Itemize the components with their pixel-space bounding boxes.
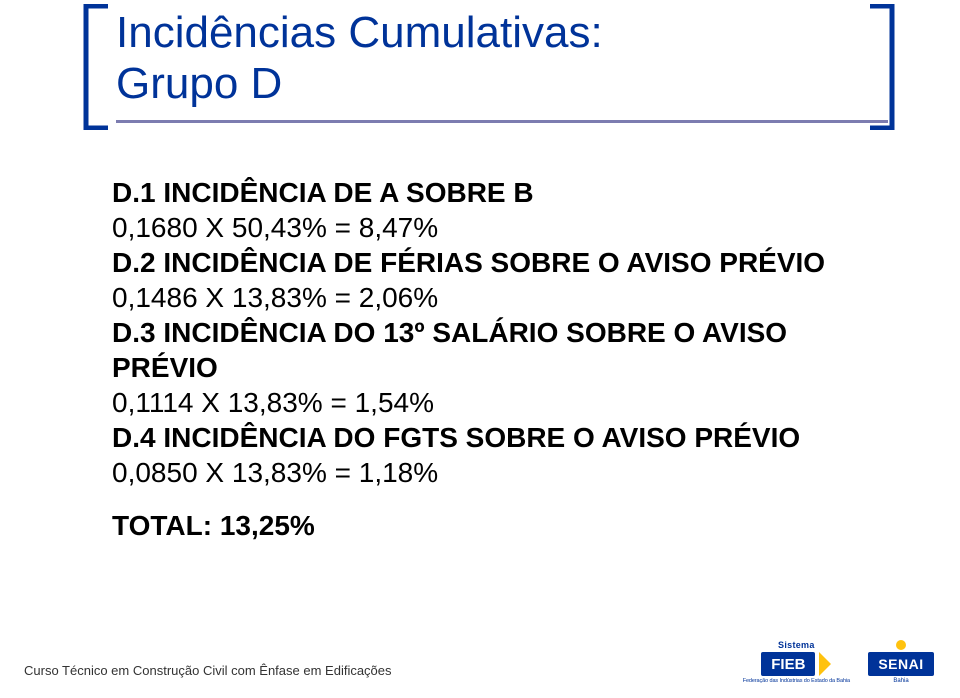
senai-wordmark: SENAI <box>868 652 934 676</box>
footer-logos: Sistema FIEB Federação das Indústrias do… <box>743 640 934 684</box>
logo-senai: SENAI Bahia <box>868 640 934 684</box>
logo-fieb: Sistema FIEB Federação das Indústrias do… <box>743 640 850 684</box>
d2-heading: D.2 INCIDÊNCIA DE FÉRIAS SOBRE O AVISO P… <box>112 245 872 280</box>
d3-value: 0,1114 X 13,83% = 1,54% <box>112 385 872 420</box>
bracket-left-icon <box>80 4 108 130</box>
d2-value: 0,1486 X 13,83% = 2,06% <box>112 280 872 315</box>
title-underline <box>116 120 888 123</box>
d4-value: 0,0850 X 13,83% = 1,18% <box>112 455 872 490</box>
slide-title: Incidências Cumulativas: Grupo D <box>80 8 603 109</box>
fieb-wordmark: FIEB <box>761 652 815 676</box>
title-block: Incidências Cumulativas: Grupo D <box>80 8 603 109</box>
fieb-system-label: Sistema <box>778 640 815 650</box>
body-text: D.1 INCIDÊNCIA DE A SOBRE B 0,1680 X 50,… <box>112 175 872 543</box>
total-line: TOTAL: 13,25% <box>112 508 872 543</box>
senai-subtitle: Bahia <box>893 678 908 684</box>
fieb-chevron-icon <box>819 652 831 676</box>
d3-heading: D.3 INCIDÊNCIA DO 13º SALÁRIO SOBRE O AV… <box>112 315 872 385</box>
title-line-1: Incidências Cumulativas: <box>116 8 603 59</box>
bracket-right-icon <box>870 4 898 130</box>
title-line-2: Grupo D <box>116 59 603 110</box>
d4-heading: D.4 INCIDÊNCIA DO FGTS SOBRE O AVISO PRÉ… <box>112 420 872 455</box>
d1-heading: D.1 INCIDÊNCIA DE A SOBRE B <box>112 175 872 210</box>
fieb-subtitle: Federação das Indústrias do Estado da Ba… <box>743 678 850 684</box>
d1-value: 0,1680 X 50,43% = 8,47% <box>112 210 872 245</box>
senai-dot-icon <box>896 640 906 650</box>
footer-course: Curso Técnico em Construção Civil com Ên… <box>24 663 392 678</box>
